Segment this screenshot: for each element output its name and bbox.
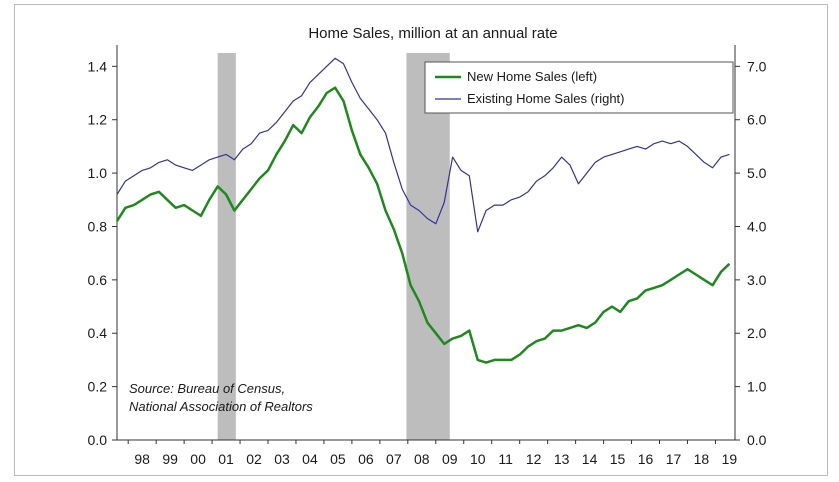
x-tick-label: 13: [554, 451, 570, 467]
x-tick-label: 99: [162, 451, 178, 467]
x-tick-label: 10: [470, 451, 486, 467]
home-sales-chart: Home Sales, million at an annual rate 0.…: [88, 25, 767, 467]
y-left-tick-label: 0.6: [88, 272, 108, 288]
x-tick-label: 14: [582, 451, 598, 467]
y-right-tick-label: 4.0: [747, 218, 767, 234]
y-left-tick-label: 0.4: [88, 325, 108, 341]
y-left-tick-label: 1.2: [88, 112, 108, 128]
legend-box: [424, 61, 734, 114]
x-tick-label: 09: [442, 451, 458, 467]
legend-label-new-home-sales: New Home Sales (left): [467, 69, 597, 84]
source-line-1: Source: Bureau of Census,: [129, 381, 285, 396]
x-tick-label: 07: [386, 451, 402, 467]
axes: 0.0 0.2 0.4 0.6 0.8 1.0 1.2 1.4 0.0 1.0 2.0 3.0 4.0 5…: [88, 45, 767, 467]
legend: New Home Sales (left) Existing Home Sale…: [424, 61, 734, 114]
x-tick-label: 18: [694, 451, 710, 467]
y-left-tick-label: 0.8: [88, 218, 108, 234]
x-tick-label: 11: [498, 451, 513, 467]
x-tick-label: 15: [610, 451, 626, 467]
x-tick-label: 98: [134, 451, 150, 467]
y-right-tick-label: 3.0: [747, 272, 767, 288]
series-lines: [115, 57, 731, 364]
y-left-tick-label: 1.4: [88, 58, 108, 74]
y-right-tick-label: 5.0: [747, 165, 767, 181]
y-left-tick-label: 0.0: [88, 432, 108, 448]
x-tick-label: 17: [666, 451, 682, 467]
series-line-existing-home-sales: [116, 57, 730, 233]
y-left-tick-label: 0.2: [88, 379, 108, 395]
recession-band-1: [406, 53, 450, 440]
recession-bands: [217, 53, 450, 440]
y-right-tick-label: 0.0: [747, 432, 767, 448]
legend-label-existing-home-sales: Existing Home Sales (right): [467, 91, 625, 106]
x-tick-label: 12: [526, 451, 542, 467]
y-right-tick-label: 2.0: [747, 325, 767, 341]
source-note: Source: Bureau of Census, National Assoc…: [129, 381, 313, 414]
recession-band-0: [217, 53, 236, 440]
x-tick-label: 19: [722, 451, 738, 467]
x-tick-label: 08: [414, 451, 430, 467]
chart-frame: Home Sales, million at an annual rate 0.…: [14, 4, 828, 476]
x-tick-label: 04: [302, 451, 318, 467]
x-tick-label: 00: [190, 451, 206, 467]
y-right-tick-label: 6.0: [747, 112, 767, 128]
chart-title: Home Sales, million at an annual rate: [308, 25, 557, 42]
x-tick-label: 02: [246, 451, 262, 467]
y-left-tick-label: 1.0: [88, 165, 108, 181]
x-tick-label: 03: [274, 451, 290, 467]
y-right-tick-label: 1.0: [747, 379, 767, 395]
series-line-new-home-sales: [115, 86, 731, 364]
source-line-2: National Association of Realtors: [129, 399, 313, 414]
x-tick-label: 01: [218, 451, 234, 467]
x-tick-label: 06: [358, 451, 374, 467]
x-tick-label: 16: [638, 451, 654, 467]
y-right-tick-label: 7.0: [747, 58, 767, 74]
x-tick-label: 05: [330, 451, 346, 467]
